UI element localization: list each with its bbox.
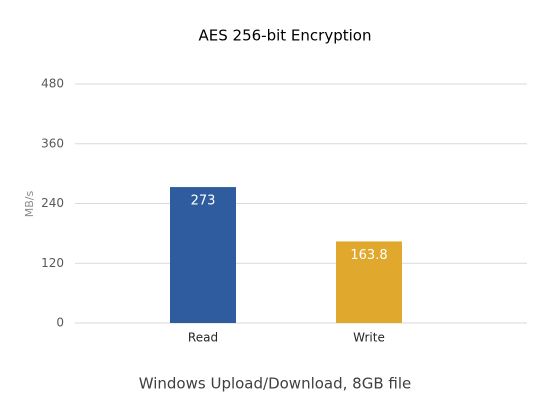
- x-tick-label: Write: [353, 331, 385, 345]
- data-label: 273: [191, 194, 216, 209]
- chart-title: AES 256-bit Encryption: [199, 27, 372, 45]
- y-tick-label: 360: [41, 136, 64, 150]
- x-axis-label: Windows Upload/Download, 8GB file: [139, 375, 412, 393]
- y-tick-label: 0: [56, 316, 64, 330]
- x-tick-label: Read: [188, 331, 218, 345]
- y-tick-label: 120: [41, 256, 64, 270]
- bar: [170, 187, 236, 323]
- data-label: 163.8: [350, 248, 387, 263]
- y-tick-label: 480: [41, 77, 64, 91]
- y-axis-label: MB/s: [23, 190, 36, 217]
- bar: [336, 241, 402, 323]
- y-tick-label: 240: [41, 196, 64, 210]
